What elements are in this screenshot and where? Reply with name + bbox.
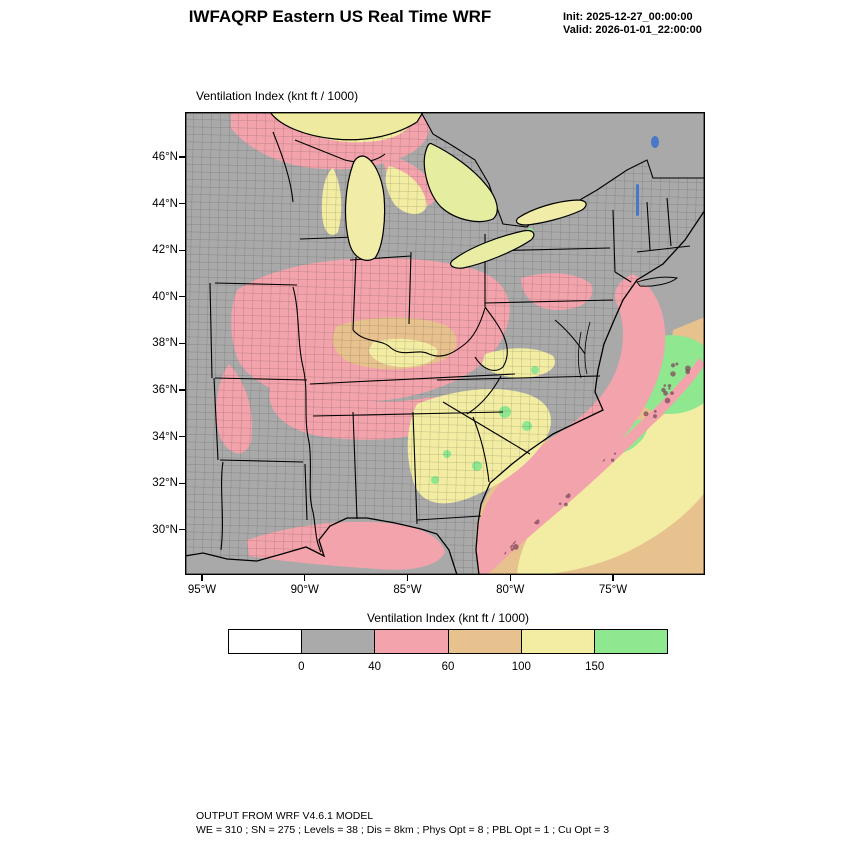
- x-tick-label: 85°W: [393, 584, 422, 596]
- speckle-dot: [661, 387, 666, 393]
- speckle-dot: [664, 397, 671, 404]
- y-tick-label: 38°N: [152, 337, 178, 350]
- lake-michigan: [344, 155, 386, 261]
- x-tick-mark: [406, 575, 409, 581]
- speckle-dot: [663, 384, 667, 387]
- x-tick-mark: [612, 575, 614, 581]
- lake-champlain: [636, 184, 639, 216]
- colorbar-tick-label: 0: [298, 661, 305, 673]
- x-tick-label: 90°W: [290, 584, 319, 596]
- speckle-dot: [653, 414, 657, 419]
- x-tick-mark: [509, 575, 511, 581]
- y-tick-label: 44°N: [152, 197, 178, 210]
- speckle-dot: [675, 362, 679, 366]
- atlantic-yellow-region: [517, 370, 705, 575]
- colorbar-tick-label: 40: [368, 661, 382, 673]
- lake-huron: [423, 142, 498, 223]
- y-tick-mark: [179, 296, 185, 298]
- y-tick-label: 30°N: [152, 523, 178, 536]
- speckle-dot: [670, 363, 676, 368]
- y-tick-label: 46°N: [152, 151, 178, 163]
- colorbar-segment-1: [301, 630, 375, 653]
- chesapeake-bay-lines: [577, 321, 591, 379]
- maine-lakes: [636, 136, 659, 216]
- y-tick-label: 32°N: [152, 477, 178, 490]
- lake-erie: [450, 229, 535, 269]
- speckle-dot: [685, 369, 690, 375]
- y-tick-mark: [179, 389, 185, 391]
- great-lakes: [269, 112, 587, 269]
- y-tick-mark: [179, 249, 185, 251]
- footer-config-line: WE = 310 ; SN = 275 ; Levels = 38 ; Dis …: [196, 823, 610, 836]
- x-tick-label: 75°W: [598, 584, 628, 596]
- init-time: Init: 2025-12-27_00:00:00: [563, 11, 693, 23]
- y-tick-mark: [179, 203, 185, 205]
- speckle-dot: [613, 452, 617, 455]
- x-tick-mark: [201, 575, 203, 581]
- colorbar-tick-label: 150: [585, 661, 605, 673]
- colorbar-segment-4: [520, 630, 594, 653]
- run-info: Init: 2025-12-27_00:00:00 Valid: 2026-01…: [563, 11, 702, 37]
- footer-model-line: OUTPUT FROM WRF V4.6.1 MODEL: [196, 810, 374, 822]
- lake-ontario: [515, 199, 587, 226]
- x-tick-label: 80°W: [496, 584, 525, 596]
- map-plot: [185, 112, 705, 575]
- speckle-dot: [512, 544, 519, 550]
- maine-lake: [651, 136, 659, 148]
- colorbar-segment-0: [229, 630, 302, 653]
- valid-time: Valid: 2026-01-01_22:00:00: [563, 24, 702, 36]
- coastline: [185, 209, 705, 575]
- y-tick-label: 42°N: [152, 244, 178, 257]
- colorbar-segment-2: [374, 630, 448, 653]
- speckle-dot: [668, 387, 671, 390]
- x-tick-mark: [304, 575, 306, 581]
- y-tick-mark: [179, 482, 185, 484]
- map-panel-label: Ventilation Index (knt ft / 1000): [196, 89, 359, 103]
- y-tick-mark: [179, 342, 185, 344]
- colorbar-tick-label: 100: [511, 661, 531, 673]
- long-island: [636, 276, 679, 287]
- speckle-dot: [670, 371, 676, 377]
- speckle-dot: [558, 502, 562, 506]
- colorbar-segment-3: [447, 630, 521, 653]
- speckle-dot: [611, 458, 615, 462]
- speckle-dot: [663, 390, 668, 396]
- map-svg: [185, 112, 705, 575]
- speckle-dot: [643, 411, 649, 417]
- lake-superior: [269, 112, 424, 141]
- y-tick-mark: [179, 436, 185, 438]
- figure-title: IWFAQRP Eastern US Real Time WRF: [188, 7, 492, 26]
- colorbar-segment-5: [593, 630, 668, 653]
- speckle-dot: [564, 502, 568, 507]
- colorbar: [228, 629, 668, 654]
- x-tick-label: 95°W: [187, 584, 217, 596]
- speckle-dot: [667, 384, 672, 388]
- footer: OUTPUT FROM WRF V4.6.1 MODEL WE = 310 ; …: [196, 810, 609, 837]
- y-tick-mark: [179, 529, 185, 531]
- y-tick-label: 34°N: [152, 430, 178, 443]
- y-tick-label: 36°N: [152, 384, 178, 396]
- plot-frame: [185, 112, 705, 575]
- speckle-dot: [685, 365, 691, 372]
- speckle-dot: [653, 410, 657, 413]
- colorbar-tick-label: 60: [441, 661, 455, 673]
- speckle-dot: [510, 547, 514, 551]
- y-tick-mark: [179, 156, 185, 158]
- speckle-dot: [670, 391, 674, 395]
- y-tick-label: 40°N: [152, 290, 178, 303]
- colorbar-title: Ventilation Index (knt ft / 1000): [366, 611, 530, 625]
